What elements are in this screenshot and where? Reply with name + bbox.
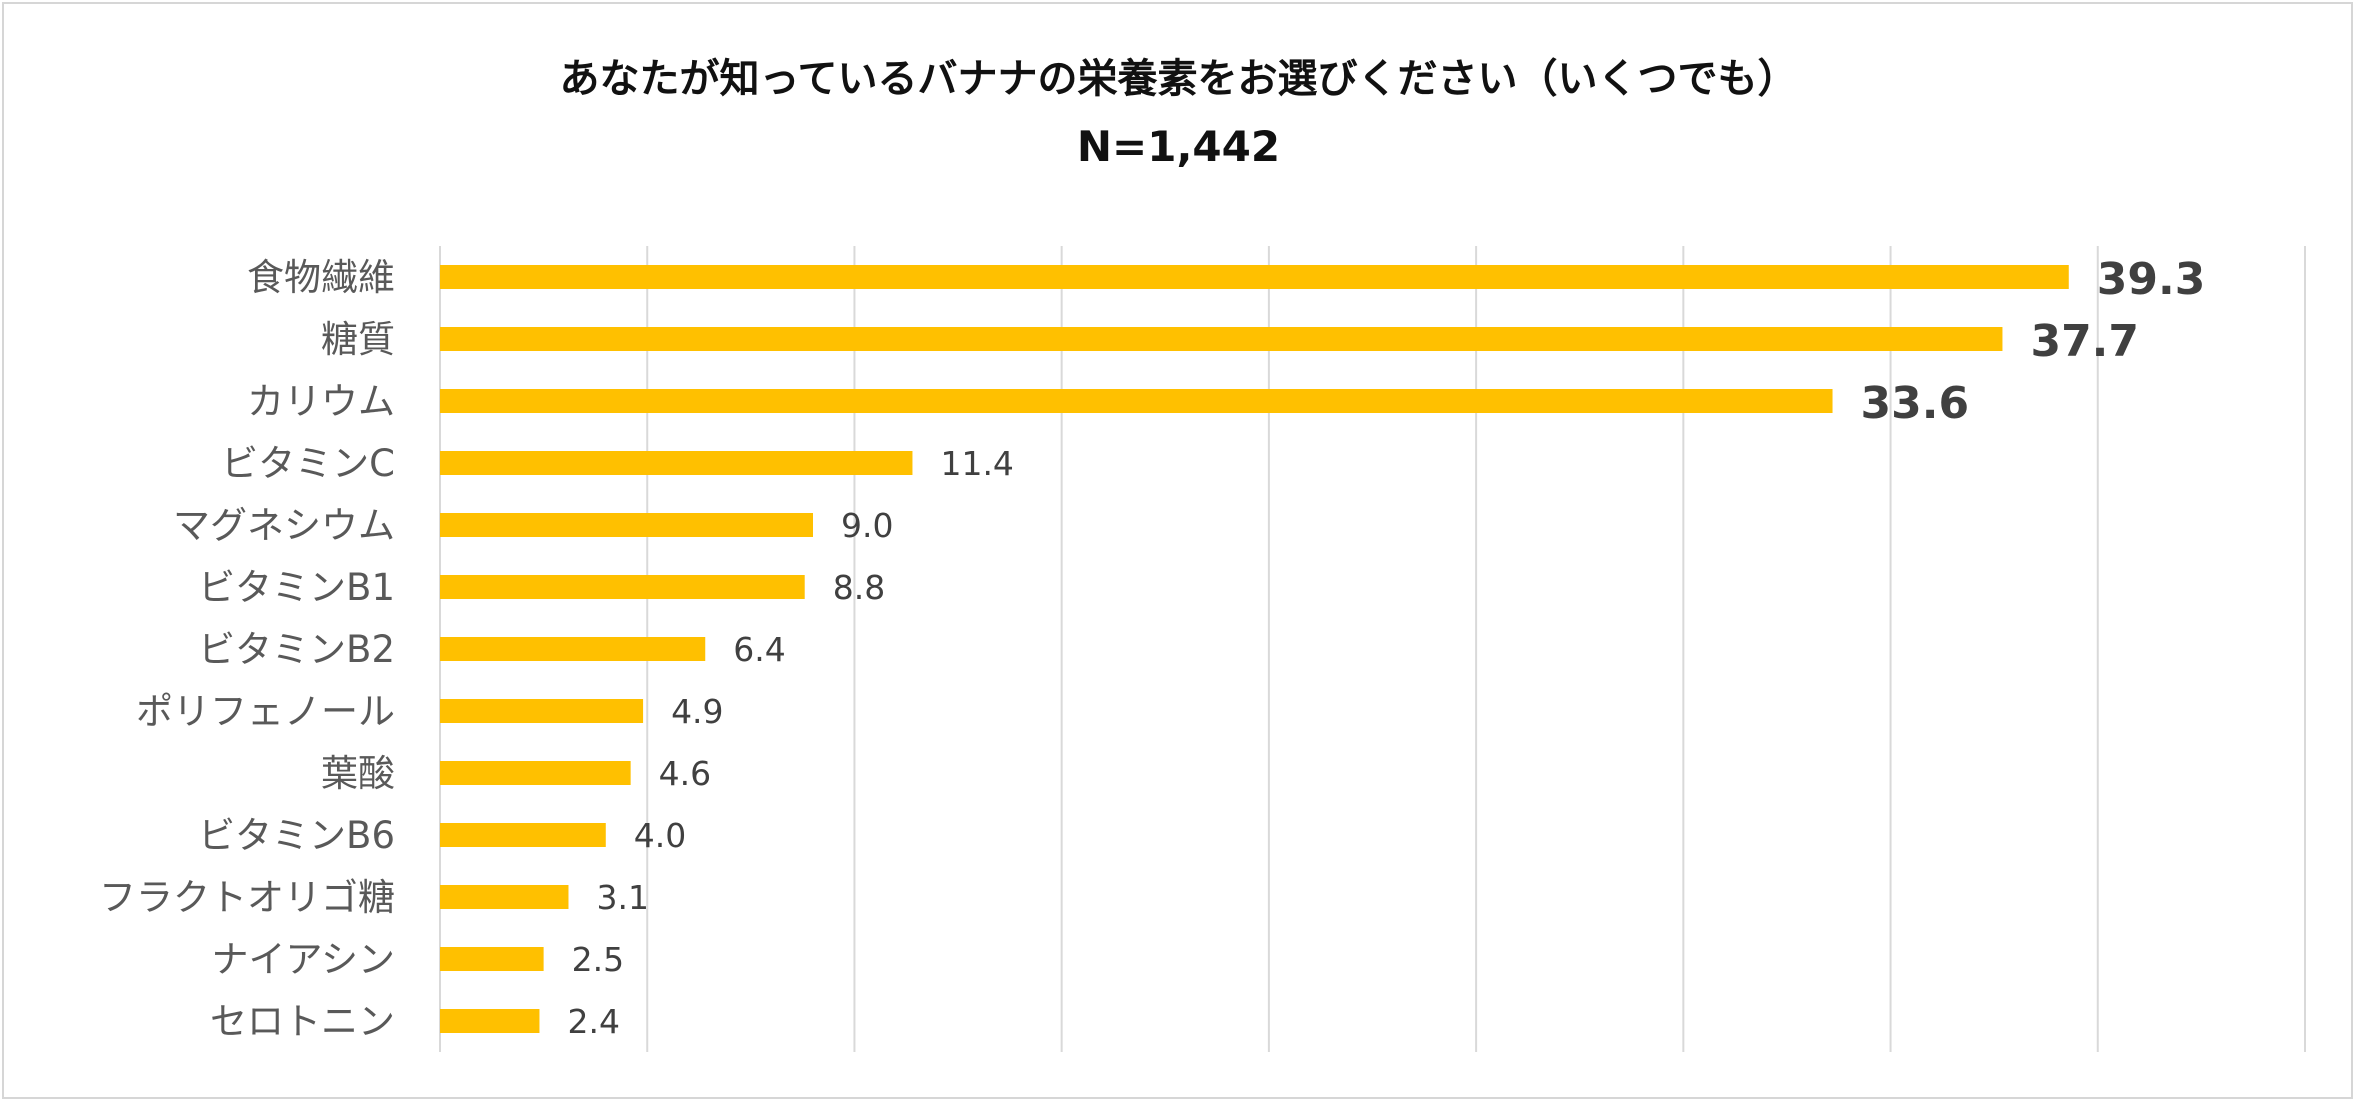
category-label: マグネシウム <box>173 504 395 547</box>
value-label: 4.9 <box>671 692 723 731</box>
category-label: セロトニン <box>210 1000 395 1043</box>
bar <box>440 513 813 537</box>
category-label: ビタミンB1 <box>198 566 395 609</box>
value-label: 11.4 <box>940 444 1013 483</box>
bar <box>440 327 2003 351</box>
bar <box>440 451 913 475</box>
bar <box>440 265 2069 289</box>
value-label: 37.7 <box>2030 316 2139 367</box>
category-label: ポリフェノール <box>136 690 395 733</box>
value-label: 33.6 <box>1861 378 1970 429</box>
category-label: カリウム <box>247 380 395 423</box>
bar <box>440 637 706 661</box>
category-label: ビタミンB6 <box>198 814 395 857</box>
gridlines <box>439 246 2306 1052</box>
category-label: 葉酸 <box>321 752 395 795</box>
value-label: 4.6 <box>659 754 711 793</box>
value-label: 2.4 <box>567 1002 619 1041</box>
bar <box>440 699 644 723</box>
bar <box>440 823 606 847</box>
value-label: 4.0 <box>634 816 686 855</box>
category-label: 糖質 <box>321 318 395 361</box>
bar <box>440 575 805 599</box>
bar <box>440 947 544 971</box>
category-label: フラクトオリゴ糖 <box>99 876 395 919</box>
category-label: ナイアシン <box>211 938 395 981</box>
bar <box>440 1009 540 1033</box>
bar <box>440 885 569 909</box>
value-label: 39.3 <box>2097 254 2206 305</box>
chart-title: あなたが知っているバナナの栄養素をお選びください（いくつでも） <box>559 56 1798 102</box>
value-label: 2.5 <box>572 940 624 979</box>
bar <box>440 389 1833 413</box>
bar <box>440 761 631 785</box>
category-label: 食物繊維 <box>247 256 395 299</box>
category-label: ビタミンC <box>221 442 395 485</box>
value-label: 3.1 <box>596 878 648 917</box>
value-label: 8.8 <box>833 568 885 607</box>
chart-subtitle: N=1,442 <box>1076 122 1281 171</box>
category-label: ビタミンB2 <box>198 628 395 671</box>
bars <box>440 265 2069 1033</box>
value-label: 6.4 <box>733 630 785 669</box>
value-label: 9.0 <box>841 506 893 545</box>
value-labels: 39.3 37.7 33.6 11.4 9.0 8.8 6.4 4.9 4.6 4.0 3.1 2.5… <box>567 254 2205 1041</box>
